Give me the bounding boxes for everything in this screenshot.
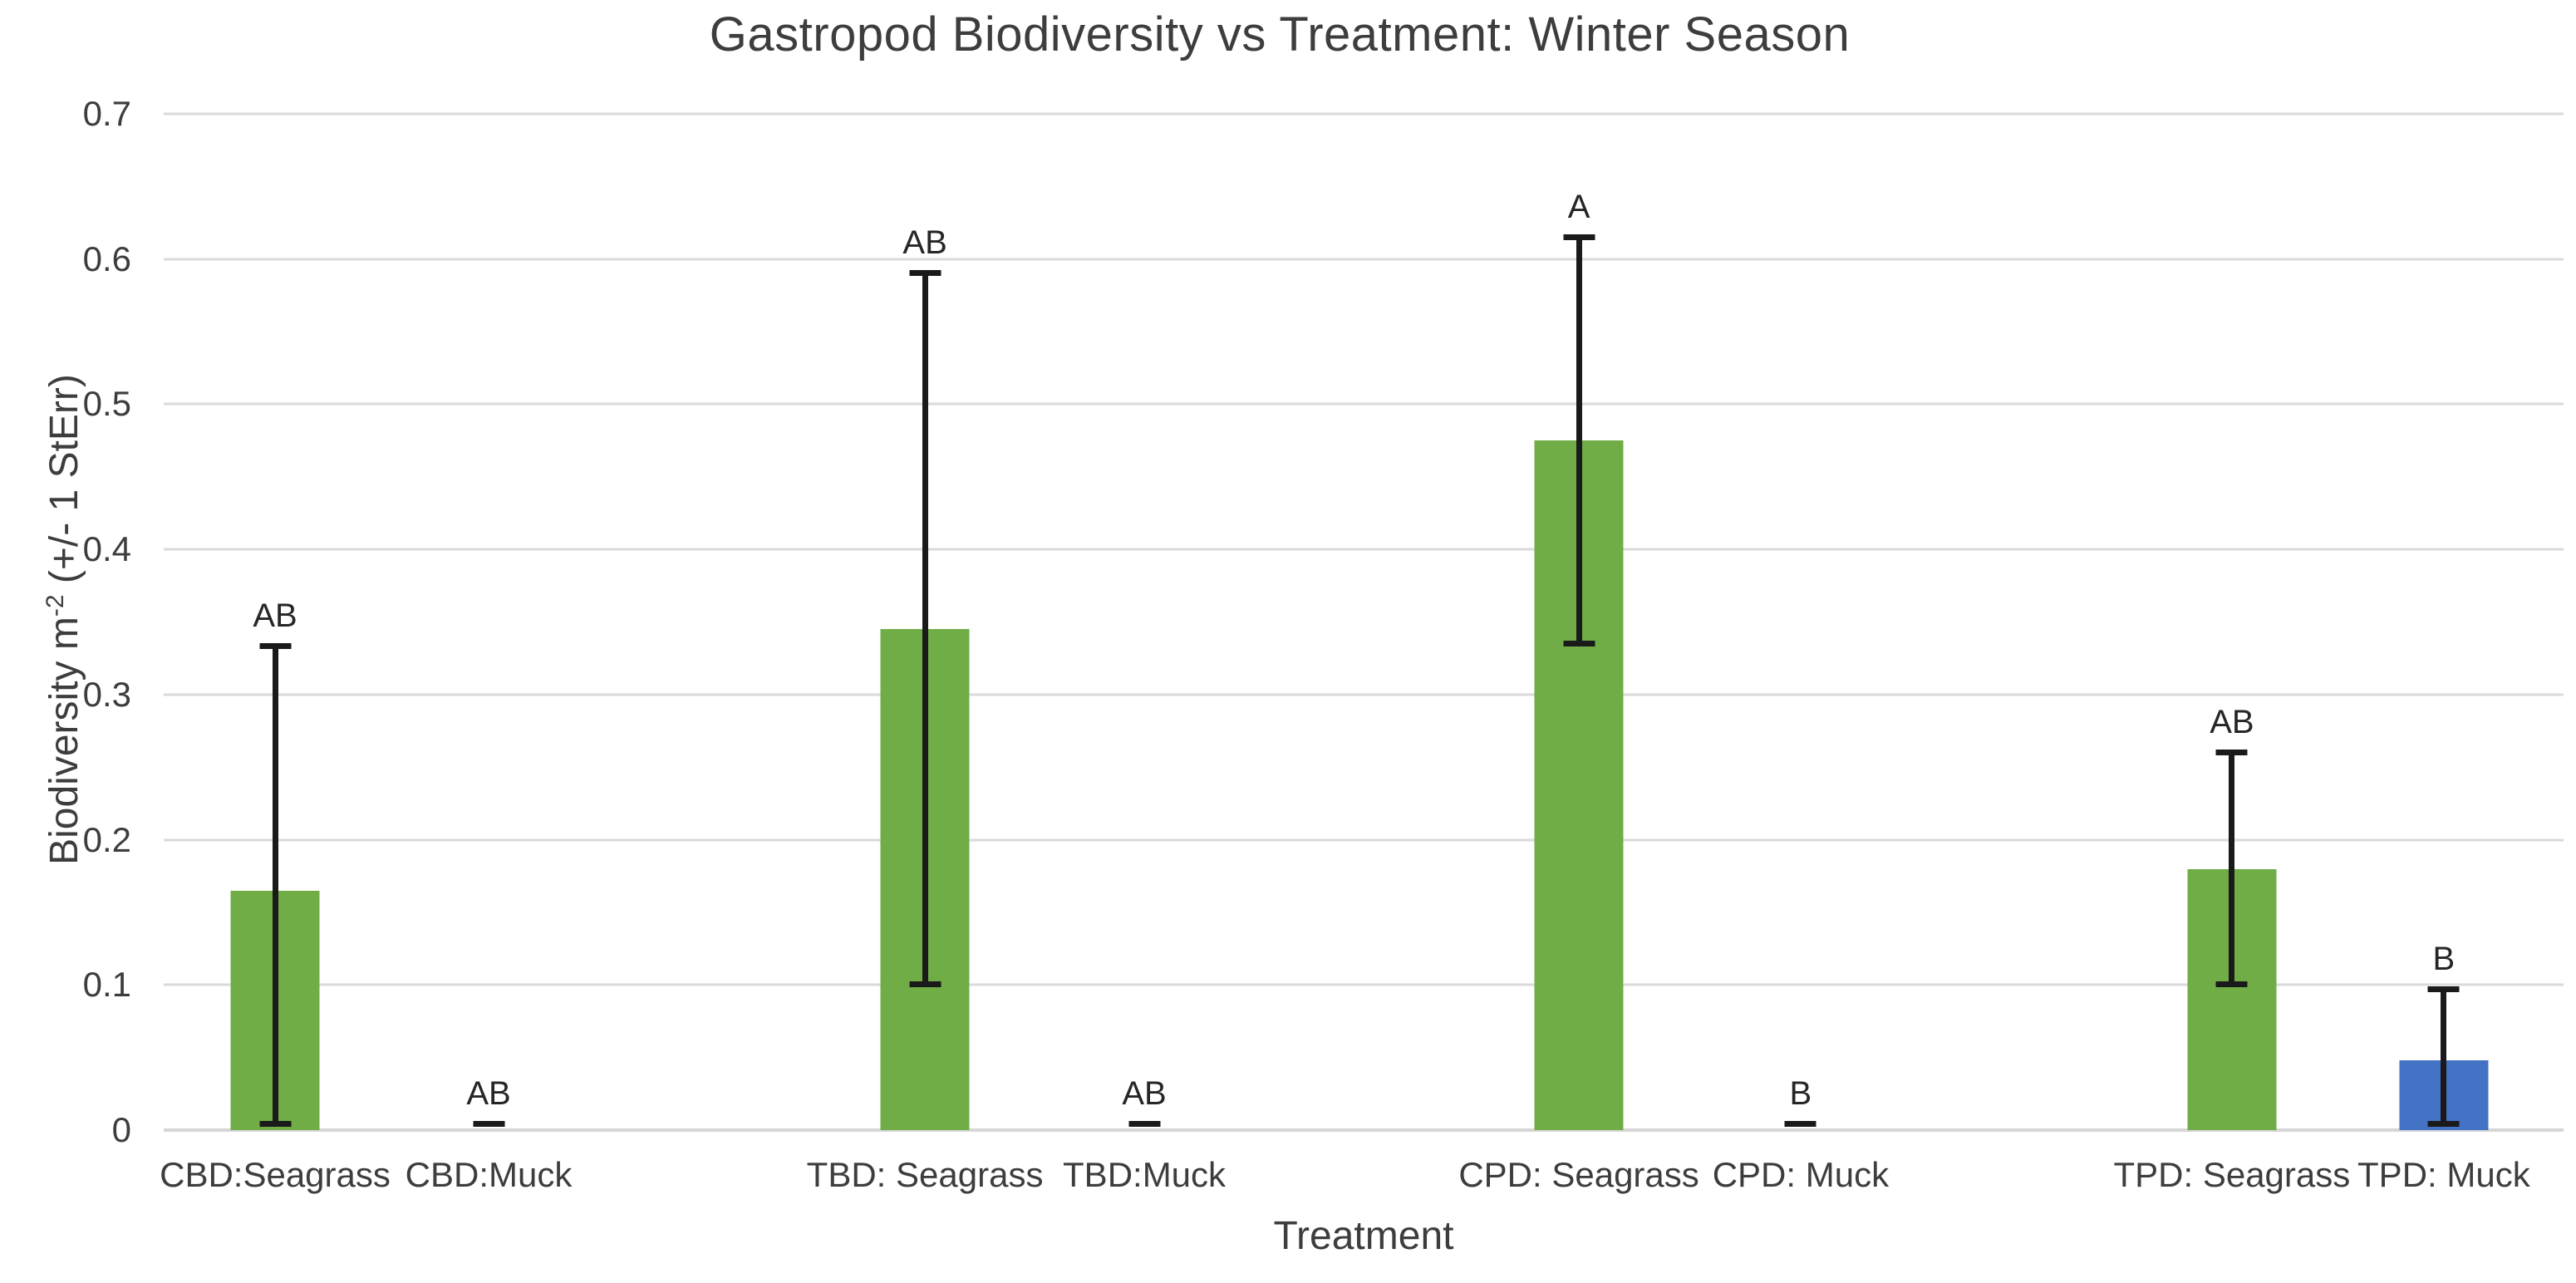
error-bar-line [1576,237,1582,644]
error-bar-line [272,646,278,1125]
y-tick-label: 0.5 [82,384,131,424]
error-bar-bottom-cap [909,981,941,988]
bar-slot: AB [880,114,970,1130]
error-bar-top-cap [1784,1121,1816,1128]
bar-slot: AB [445,114,533,1130]
error-bar-top-cap [1563,233,1595,240]
gridline [164,112,2564,116]
error-bar-line [922,273,928,986]
gridline [164,548,2564,551]
x-axis-title: Treatment [1273,1214,1454,1258]
error-bar-bottom-cap [2215,981,2248,988]
error-bar-top-cap [909,270,941,277]
y-tick-label: 0 [111,1110,131,1149]
significance-letter: AB [1122,1075,1167,1113]
x-tick-label: TPD: Seagrass [2113,1155,2351,1194]
error-bar-top-cap [473,1121,505,1128]
gridline [164,258,2564,261]
error-bar-bottom-cap [2427,1121,2460,1128]
y-tick-label: 0.1 [82,965,131,1005]
x-tick-label: CPD: Muck [1712,1155,1890,1194]
error-bar-top-cap [1128,1121,1161,1128]
y-tick-label: 0.3 [82,674,131,714]
gridline [164,693,2564,696]
bar-slot: B [1756,114,1845,1130]
error-bar-top-cap [2427,986,2460,992]
error-bar-top-cap [2215,749,2248,755]
error-bar-top-cap [259,643,291,650]
y-tick-label: 0.7 [82,94,131,133]
x-tick-label: CBD:Muck [405,1155,573,1194]
significance-letter: AB [2210,703,2254,740]
x-tick-label: CBD:Seagrass [160,1155,391,1194]
chart-title: Gastropod Biodiversity vs Treatment: Win… [709,7,1851,61]
bar-slot: AB [1100,114,1189,1130]
x-tick-label: TBD: Seagrass [806,1155,1044,1194]
bar-slot: B [2399,114,2489,1130]
significance-letter: A [1567,188,1590,225]
plot-area: AB AB AB AB A B AB B [164,112,2564,1132]
y-axis-title-superscript: -2 [42,594,69,617]
x-tick-label: TBD:Muck [1063,1155,1227,1194]
significance-letter: B [1789,1075,1812,1113]
gridline [164,983,2564,986]
x-tick-label: CPD: Seagrass [1458,1155,1699,1194]
x-axis-line [164,1128,2564,1132]
significance-letter: AB [902,224,947,262]
error-bar-bottom-cap [259,1121,291,1128]
significance-letter: AB [466,1075,511,1113]
bar-slot: AB [2187,114,2277,1130]
y-tick-label: 0.2 [82,819,131,859]
gridline [164,402,2564,406]
significance-letter: AB [253,597,297,635]
y-tick-label: 0.6 [82,238,131,278]
error-bar-bottom-cap [1563,640,1595,646]
bar-slot: A [1534,114,1624,1130]
x-tick-label: TPD: Muck [2357,1155,2530,1194]
error-bar-line [2229,752,2235,986]
error-bar-line [2441,989,2447,1125]
gridline [164,838,2564,842]
bar-slot: AB [230,114,320,1130]
y-tick-label: 0.4 [82,529,131,569]
significance-letter: B [2432,940,2456,977]
